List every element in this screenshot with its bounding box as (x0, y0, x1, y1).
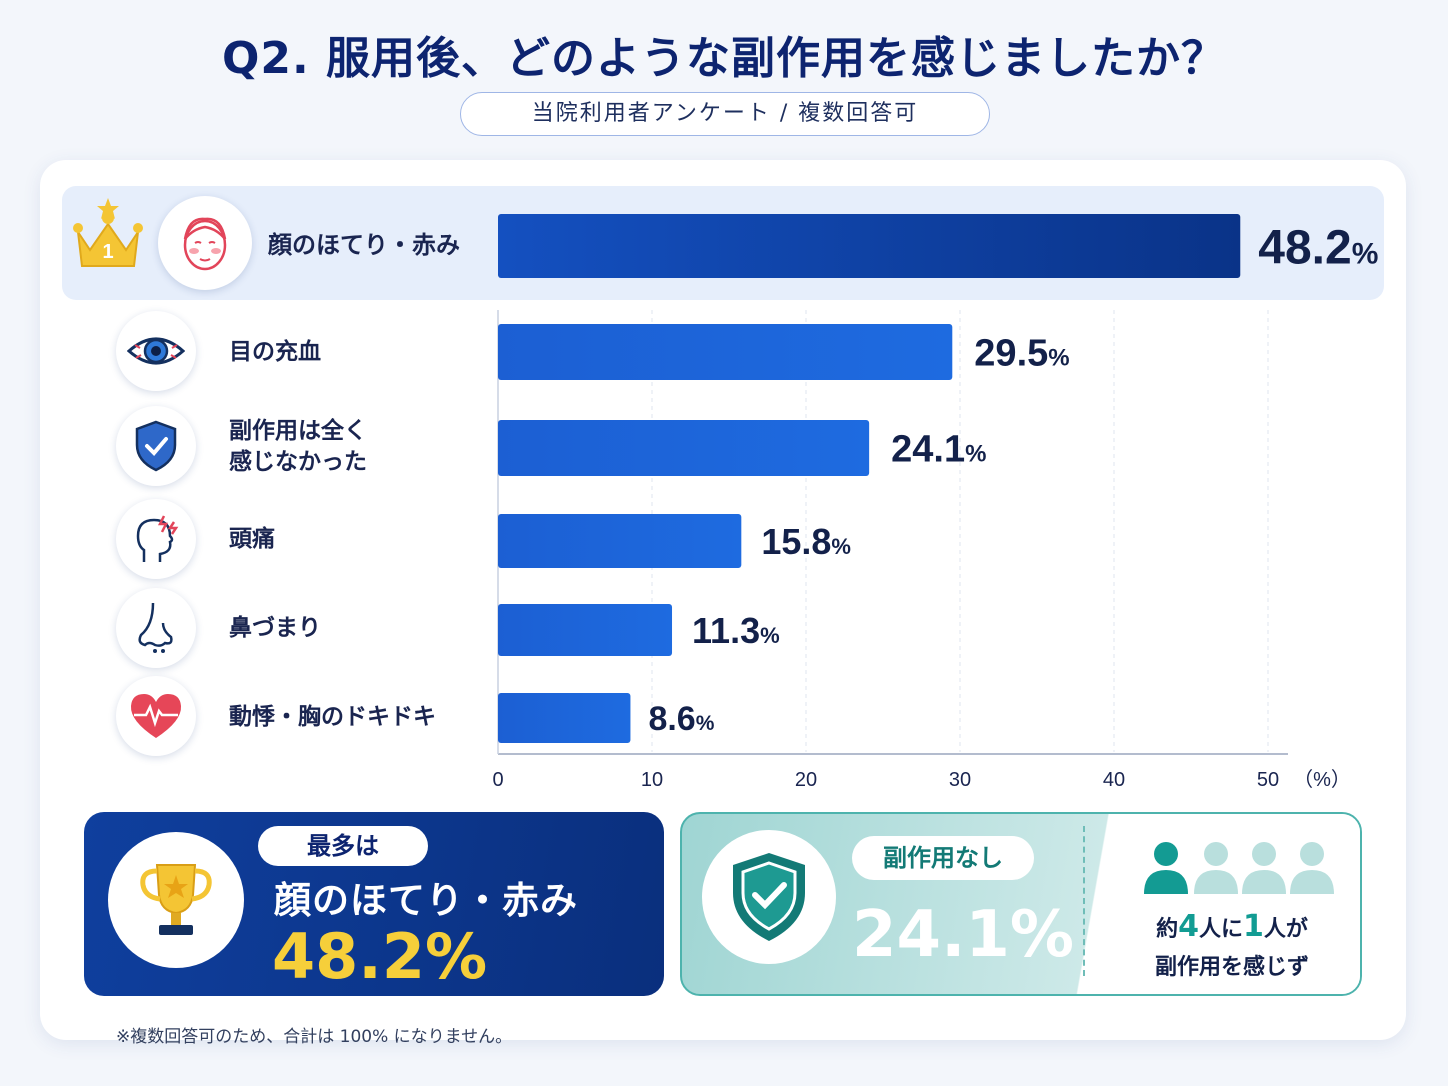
survey-subtitle: 当院利用者アンケート / 複数回答可 (460, 92, 990, 136)
row-label-red-eye: 目の充血 (229, 339, 321, 365)
data-label: 8.6% (648, 700, 714, 738)
ratio-num1: 4 (1178, 909, 1199, 944)
ratio-prefix: 約 (1156, 917, 1179, 942)
data-label: 15.8% (761, 521, 851, 562)
row-label-no-side-effects: 副作用は全く 感じなかった (229, 418, 367, 475)
page-title: Q2. 服用後、どのような副作用を感じましたか？ (221, 33, 1227, 84)
people-ratio-icon (1144, 842, 1334, 894)
no-side-effect-value: 24.1% (852, 898, 1075, 972)
top-answer-name: 顔のほてり・赤み (274, 879, 578, 922)
row-label-face-flush: 顔のほてり・赤み (268, 231, 460, 259)
x-axis-unit: （%） (1293, 768, 1351, 791)
rank-number: 1 (102, 241, 113, 263)
heart-pulse-icon (116, 676, 196, 756)
x-tick-label: 40 (1103, 769, 1125, 791)
bar (498, 604, 673, 656)
row-label-headache: 頭痛 (229, 526, 275, 552)
data-label: 24.1% (891, 429, 986, 471)
x-tick-label: 20 (795, 769, 817, 791)
ratio-suffix: 人が (1263, 917, 1308, 942)
data-label: 29.5% (974, 333, 1069, 375)
x-tick-label: 0 (492, 769, 503, 791)
ratio-text: 約4人に1人が 副作用を感じず (1110, 908, 1354, 987)
trophy-icon (108, 832, 244, 968)
top-answer-pill: 最多は (258, 826, 428, 866)
data-label: 48.2% (1258, 221, 1378, 274)
dashed-divider (1083, 826, 1085, 976)
x-tick-label: 50 (1257, 769, 1279, 791)
face-flush-icon (158, 196, 252, 290)
top-answer-value: 48.2% (272, 920, 488, 993)
bar (498, 324, 953, 380)
data-label: 11.3% (692, 610, 780, 651)
nose-icon (116, 588, 196, 668)
bar (498, 214, 1241, 278)
x-tick-label: 30 (949, 769, 971, 791)
ratio-num2: 1 (1243, 909, 1264, 944)
shield-check-icon (116, 406, 196, 486)
ratio-mid: 人に (1198, 917, 1243, 942)
bar (498, 420, 870, 476)
bar (498, 514, 742, 568)
row-label-nasal-congestion: 鼻づまり (229, 615, 321, 641)
ratio-line2: 副作用を感じず (1154, 955, 1309, 980)
headache-icon (116, 499, 196, 579)
x-tick-label: 10 (641, 769, 663, 791)
red-eye-icon (116, 311, 196, 391)
row-label-palpitations: 動悸・胸のドキドキ (229, 704, 436, 730)
shield-check-large-icon (702, 830, 836, 964)
footnote: ※複数回答可のため、合計は 100% になりません。 (116, 1027, 513, 1047)
bar (498, 693, 631, 743)
crown-icon: 1 (73, 198, 143, 267)
no-side-effect-pill: 副作用なし (852, 836, 1034, 880)
